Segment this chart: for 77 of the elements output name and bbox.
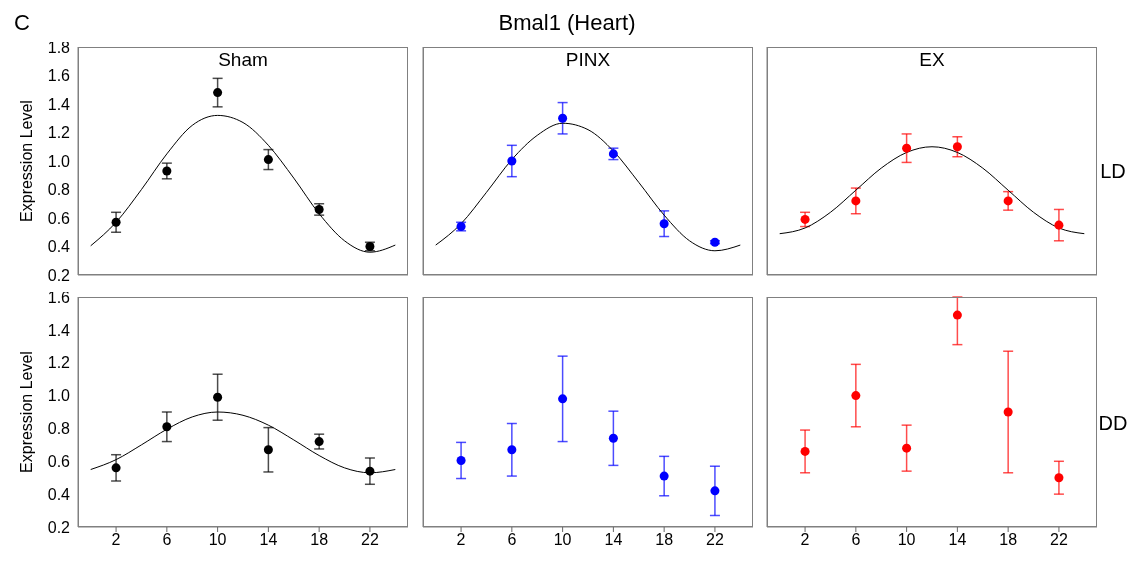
y-tick-label: 1.2 bbox=[47, 354, 71, 372]
point bbox=[263, 155, 273, 165]
x-tick-label: 22 bbox=[1050, 531, 1068, 549]
point bbox=[902, 143, 912, 153]
y-tick-label: 0.2 bbox=[47, 266, 71, 284]
line-series bbox=[90, 114, 396, 253]
y-tick-label: 1.0 bbox=[47, 387, 71, 405]
x-tick-label: 14 bbox=[604, 531, 623, 549]
text: LD bbox=[1100, 160, 1126, 183]
x-tick-label: 2 bbox=[111, 531, 121, 549]
y-tick-label: 0.2 bbox=[47, 518, 71, 536]
y-tick-label: 0.6 bbox=[47, 209, 71, 227]
point bbox=[952, 310, 962, 320]
x-tick-label: 10 bbox=[553, 531, 572, 549]
x-tick-label: 10 bbox=[208, 531, 227, 549]
x-tick-label: 14 bbox=[259, 531, 278, 549]
point bbox=[507, 156, 517, 166]
x-tick-label: 6 bbox=[851, 531, 861, 549]
x-tick-label: 18 bbox=[999, 531, 1018, 549]
y-tick-label: 1.0 bbox=[47, 152, 71, 170]
y-tick-label: 1.6 bbox=[47, 288, 71, 306]
text: C bbox=[14, 10, 30, 36]
point bbox=[1054, 220, 1064, 230]
point bbox=[263, 445, 273, 455]
x-tick-label: 22 bbox=[706, 531, 724, 549]
point bbox=[558, 394, 568, 404]
y-axis-title: Expression Level bbox=[17, 351, 35, 473]
point bbox=[111, 217, 121, 227]
y-tick-label: 1.4 bbox=[47, 321, 71, 339]
point bbox=[1003, 196, 1013, 206]
chart-title: Sham bbox=[217, 49, 269, 71]
text: Bmal1 (Heart) bbox=[498, 10, 636, 36]
point bbox=[314, 437, 324, 447]
point bbox=[1054, 473, 1064, 483]
y-tick-label: 0.4 bbox=[47, 485, 71, 503]
chart-title: PINX bbox=[564, 49, 612, 71]
point bbox=[213, 392, 223, 402]
point bbox=[800, 446, 810, 456]
y-tick-label: 1.2 bbox=[47, 124, 71, 142]
x-tick-label: 6 bbox=[162, 531, 172, 549]
point bbox=[710, 486, 720, 496]
point bbox=[659, 219, 669, 229]
x-tick-label: 10 bbox=[897, 531, 916, 549]
point bbox=[952, 142, 962, 152]
point bbox=[162, 422, 172, 432]
y-tick-label: 1.8 bbox=[47, 38, 71, 56]
point bbox=[111, 463, 121, 473]
text: DD bbox=[1098, 412, 1128, 435]
point bbox=[902, 443, 912, 453]
point bbox=[456, 455, 466, 465]
x-tick-label: 6 bbox=[507, 531, 517, 549]
point bbox=[710, 237, 720, 247]
y-tick-label: 0.8 bbox=[47, 420, 71, 438]
point bbox=[659, 471, 669, 481]
point bbox=[507, 445, 517, 455]
x-tick-label: 22 bbox=[361, 531, 379, 549]
point bbox=[851, 391, 861, 401]
y-axis-title: Expression Level bbox=[17, 100, 35, 222]
x-tick-label: 14 bbox=[948, 531, 967, 549]
y-tick-label: 0.8 bbox=[47, 181, 71, 199]
chart-title: EX bbox=[918, 49, 946, 71]
y-tick-label: 1.4 bbox=[47, 95, 71, 113]
x-tick-label: 2 bbox=[456, 531, 466, 549]
y-tick-label: 1.6 bbox=[47, 67, 71, 85]
point bbox=[365, 466, 375, 476]
y-tick-label: 0.4 bbox=[47, 238, 71, 256]
point bbox=[608, 433, 618, 443]
x-tick-label: 2 bbox=[800, 531, 810, 549]
point bbox=[800, 214, 810, 224]
x-tick-label: 18 bbox=[310, 531, 329, 549]
point bbox=[558, 113, 568, 123]
x-tick-label: 18 bbox=[655, 531, 674, 549]
point bbox=[1003, 407, 1013, 417]
point bbox=[213, 88, 223, 98]
point bbox=[162, 166, 172, 176]
point bbox=[851, 196, 861, 206]
y-tick-label: 0.6 bbox=[47, 452, 71, 470]
